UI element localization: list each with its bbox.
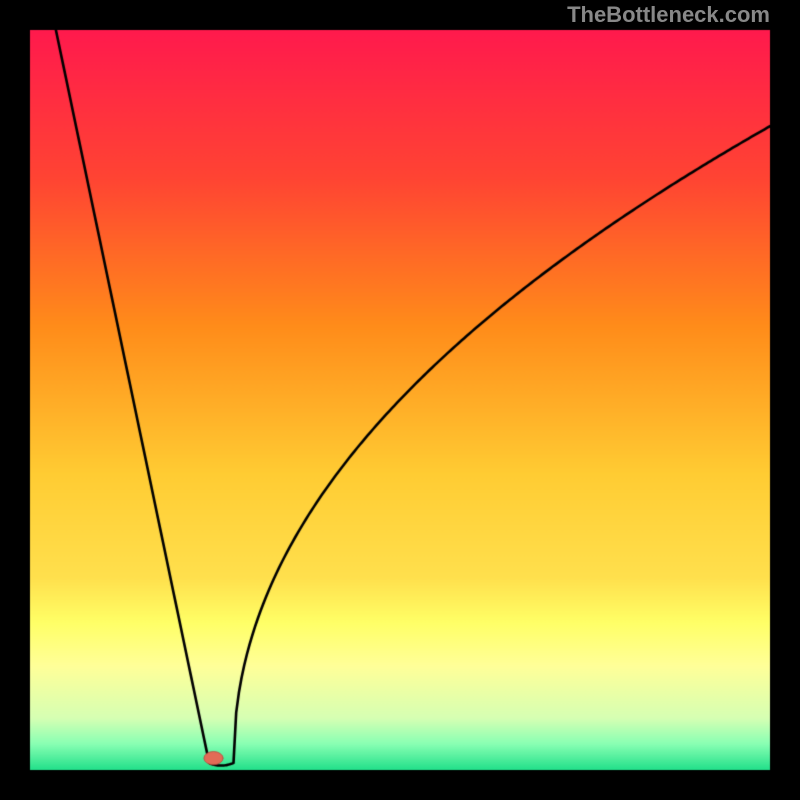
bottleneck-chart: [0, 0, 800, 800]
watermark-text: TheBottleneck.com: [567, 2, 770, 28]
